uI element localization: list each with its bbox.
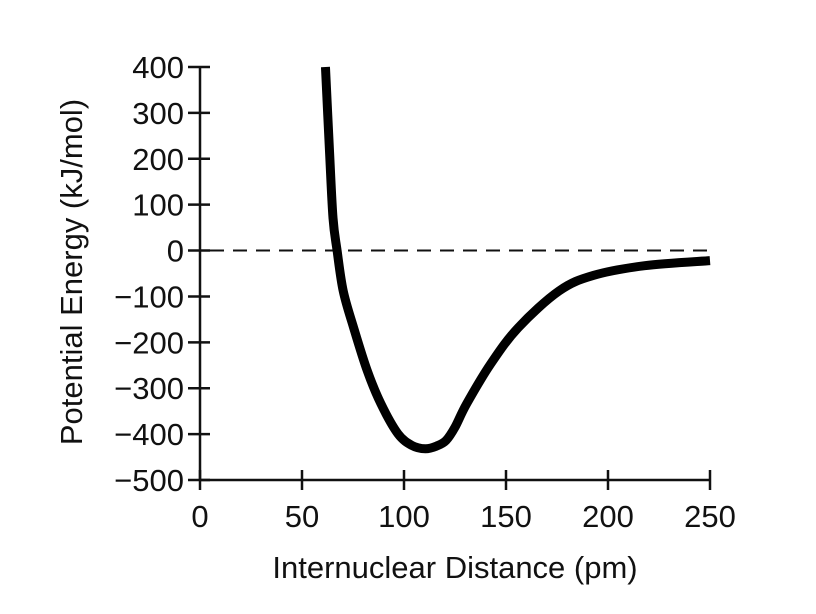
y-tick-label: 0 bbox=[167, 234, 184, 269]
y-tick-label: −100 bbox=[114, 279, 184, 314]
y-axis-label: Potential Energy (kJ/mol) bbox=[54, 99, 89, 445]
x-tick-label: 250 bbox=[684, 499, 736, 534]
x-tick-label: 200 bbox=[582, 499, 634, 534]
x-axis-label: Internuclear Distance (pm) bbox=[272, 550, 637, 585]
y-tick-label: 300 bbox=[132, 96, 184, 131]
y-tick-label: −300 bbox=[114, 371, 184, 406]
y-tick-labels: 400 300 200 100 0 −100 −200 −300 −400 −500 bbox=[114, 50, 184, 498]
series-line-potential-energy bbox=[320, 66, 711, 454]
x-tick-labels: 0 50 100 150 200 250 bbox=[191, 499, 735, 534]
y-tick-label: −200 bbox=[114, 325, 184, 360]
x-tick-label: 50 bbox=[285, 499, 319, 534]
x-tick-label: 0 bbox=[191, 499, 208, 534]
y-tick-label: 200 bbox=[132, 142, 184, 177]
y-tick-label: 400 bbox=[132, 50, 184, 85]
y-tick-label: 100 bbox=[132, 188, 184, 223]
x-tick-label: 100 bbox=[378, 499, 430, 534]
y-tick-label: −400 bbox=[114, 417, 184, 452]
axes bbox=[188, 65, 712, 490]
y-tick-label: −500 bbox=[114, 463, 184, 498]
x-tick-label: 150 bbox=[480, 499, 532, 534]
